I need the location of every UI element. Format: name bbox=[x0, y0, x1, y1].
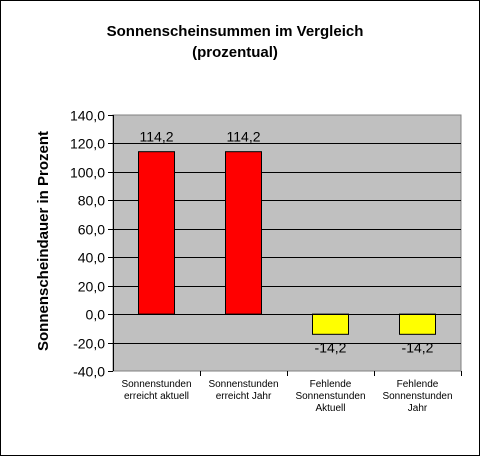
data-label: 114,2 bbox=[140, 129, 174, 145]
y-tick-label: -40,0 bbox=[73, 364, 105, 380]
y-tick-label: 140,0 bbox=[70, 108, 105, 124]
y-axis-label: Sonnenscheindauer in Prozent bbox=[35, 131, 52, 351]
y-tick-label: 100,0 bbox=[70, 165, 105, 181]
x-tick-label: Sonnenstunden erreicht Jahr bbox=[208, 379, 278, 402]
chart-subtitle: (prozentual) bbox=[192, 44, 278, 61]
bar bbox=[399, 313, 436, 335]
y-tick-label: 120,0 bbox=[70, 136, 105, 152]
x-tick-label: Sonnenstunden erreicht aktuell bbox=[121, 379, 191, 402]
data-label: -14,2 bbox=[402, 339, 434, 355]
y-tick-label: 40,0 bbox=[78, 250, 105, 266]
data-label: -14,2 bbox=[315, 339, 347, 355]
y-tick-label: 20,0 bbox=[78, 279, 105, 295]
bar bbox=[225, 151, 262, 315]
x-tick-label: Fehlende Sonnenstunden Jahr bbox=[382, 379, 452, 414]
x-tick-label: Fehlende Sonnenstunden Aktuell bbox=[295, 379, 365, 414]
data-label: 114,2 bbox=[227, 129, 261, 145]
y-tick-label: -20,0 bbox=[73, 336, 105, 352]
y-tick-label: 60,0 bbox=[78, 222, 105, 238]
bar bbox=[312, 313, 349, 335]
y-tick-label: 80,0 bbox=[78, 193, 105, 209]
y-tick-label: 0,0 bbox=[86, 307, 106, 323]
chart-title: Sonnenscheinsummen im Vergleich bbox=[107, 23, 364, 40]
bar bbox=[138, 151, 175, 315]
